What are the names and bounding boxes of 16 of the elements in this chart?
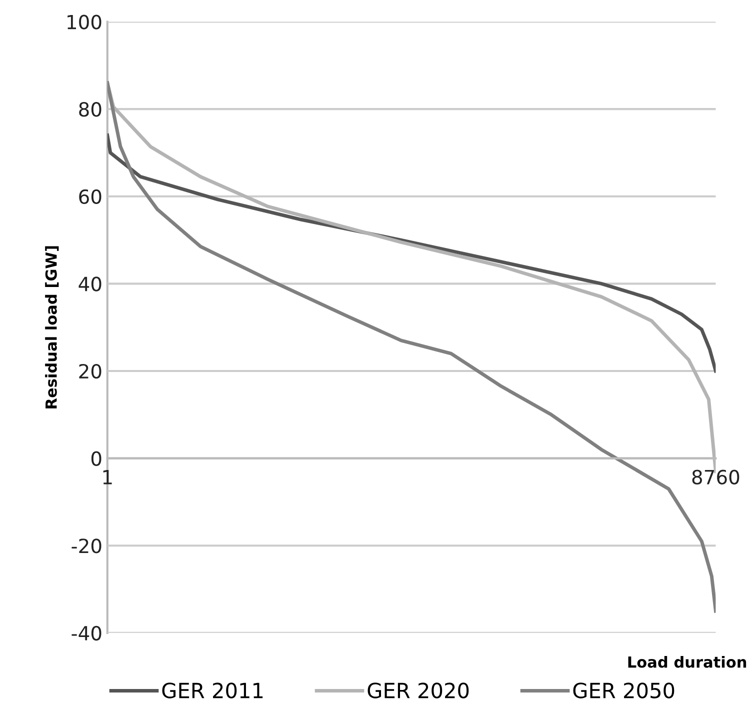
y-tick-label: 20 bbox=[79, 364, 102, 379]
x-axis-title: Load duration bbox=[628, 656, 746, 668]
y-tick-label: 100 bbox=[68, 14, 102, 30]
y-tick-label: 40 bbox=[78, 276, 102, 292]
y-tick-label: -40 bbox=[72, 626, 102, 641]
y-tick-label: -20 bbox=[72, 538, 102, 554]
legend-label: GER 2050 bbox=[573, 682, 674, 698]
legend-label: GER 2011 bbox=[162, 682, 263, 698]
y-tick-label: 60 bbox=[79, 189, 102, 204]
line-series bbox=[107, 134, 716, 373]
y-axis-title: Residual load [GW] bbox=[45, 246, 59, 408]
y-tick-label: 0 bbox=[91, 451, 102, 466]
x-tick-label: 8760 bbox=[692, 470, 740, 484]
legend-label: GER 2020 bbox=[368, 682, 469, 698]
x-tick-label: 1 bbox=[103, 470, 112, 484]
y-tick-label: 80 bbox=[79, 102, 102, 117]
